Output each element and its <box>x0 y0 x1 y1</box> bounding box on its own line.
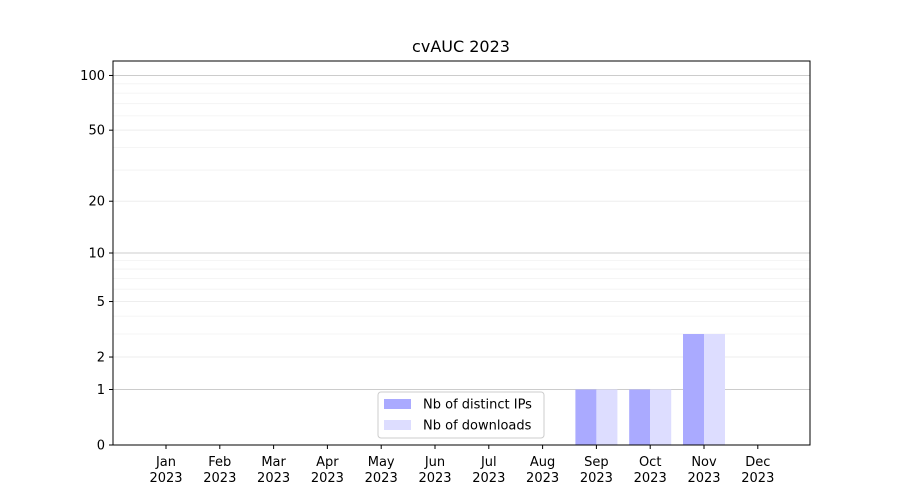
bar-distinct-ips <box>683 333 704 445</box>
x-tick-month: Feb <box>208 455 231 470</box>
x-tick-label: Mar 2023 <box>257 455 290 486</box>
x-tick-year: 2023 <box>311 471 344 486</box>
y-axis: 0 1 2 5 10 20 50 100 <box>80 69 113 454</box>
x-tick-month: Jan <box>155 455 176 470</box>
bar-downloads <box>650 389 672 445</box>
x-tick-label: Sep 2023 <box>580 455 613 486</box>
x-tick-month: Jul <box>480 455 497 470</box>
x-tick-year: 2023 <box>149 471 182 486</box>
x-tick-month: Mar <box>261 455 286 470</box>
x-tick-label: Apr 2023 <box>311 455 344 486</box>
x-tick-month: Aug <box>530 455 555 470</box>
x-tick-month: Nov <box>691 455 717 470</box>
legend-box <box>377 391 545 439</box>
x-tick-label: Jan 2023 <box>149 455 182 486</box>
x-tick-label: Dec 2023 <box>741 455 774 486</box>
x-tick-year: 2023 <box>418 471 451 486</box>
x-tick-month: Sep <box>584 455 609 470</box>
legend-label: Nb of downloads <box>423 419 532 434</box>
y-tick-label: 5 <box>97 295 105 310</box>
y-tick-label: 1 <box>97 383 105 398</box>
bar-distinct-ips <box>629 389 651 445</box>
x-tick-month: Oct <box>639 455 661 470</box>
x-tick-label: Jul 2023 <box>472 455 505 486</box>
x-tick-year: 2023 <box>526 471 559 486</box>
y-tick-label: 10 <box>88 247 105 262</box>
y-tick-label: 0 <box>97 439 105 454</box>
legend-label: Nb of distinct IPs <box>423 398 532 413</box>
x-tick-year: 2023 <box>580 471 613 486</box>
x-tick-month: Jun <box>424 455 445 470</box>
x-tick-label: Jun 2023 <box>418 455 451 486</box>
x-tick-month: Dec <box>745 455 770 470</box>
y-tick-label: 20 <box>88 195 105 210</box>
bar-downloads <box>596 389 618 445</box>
legend-swatch <box>384 399 411 409</box>
x-tick-label: May 2023 <box>365 455 398 486</box>
x-tick-year: 2023 <box>257 471 290 486</box>
bar-downloads <box>704 333 725 445</box>
x-tick-year: 2023 <box>365 471 398 486</box>
bars <box>575 333 725 445</box>
y-tick-label: 50 <box>88 124 105 139</box>
x-tick-year: 2023 <box>741 471 774 486</box>
y-tick-label: 2 <box>97 351 105 366</box>
legend-swatch <box>384 420 411 430</box>
x-tick-label: Aug 2023 <box>526 455 559 486</box>
chart-title: cvAUC 2023 <box>412 37 510 56</box>
y-tick-label: 100 <box>80 69 105 84</box>
x-tick-year: 2023 <box>687 471 720 486</box>
x-tick-year: 2023 <box>203 471 236 486</box>
bar-distinct-ips <box>575 389 597 445</box>
legend: Nb of distinct IPs Nb of downloads <box>377 391 545 439</box>
x-tick-label: Oct 2023 <box>634 455 667 486</box>
x-tick-year: 2023 <box>472 471 505 486</box>
x-tick-label: Nov 2023 <box>687 455 720 486</box>
x-tick-year: 2023 <box>634 471 667 486</box>
x-tick-month: May <box>368 455 395 470</box>
x-tick-label: Feb 2023 <box>203 455 236 486</box>
x-tick-month: Apr <box>316 455 339 470</box>
